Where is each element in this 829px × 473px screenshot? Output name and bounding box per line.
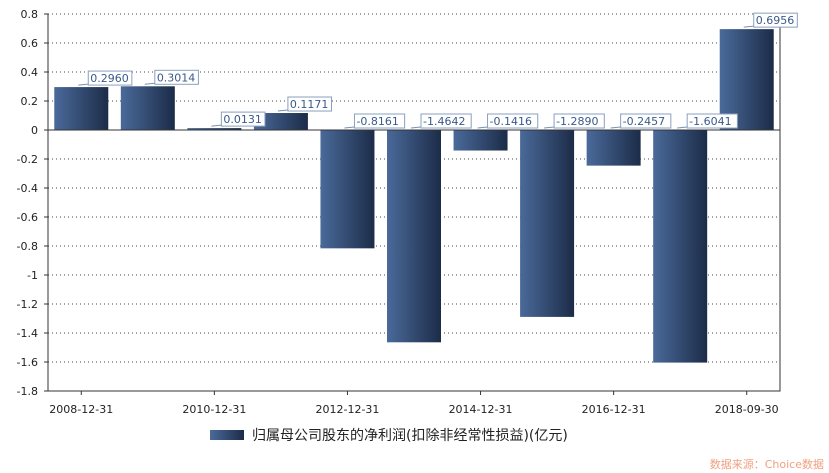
data-label-box <box>87 70 133 86</box>
bar <box>387 130 441 343</box>
x-tick-label: 2016-12-31 <box>582 403 646 416</box>
bar <box>653 130 708 363</box>
y-tick-label: -1 <box>27 269 38 282</box>
bar <box>253 113 308 130</box>
data-label-box <box>154 69 199 85</box>
data-label: -1.2890 <box>556 115 598 128</box>
legend-label: 归属母公司股东的净利润(扣除非经常性损益)(亿元) <box>252 427 568 444</box>
data-label: -0.1416 <box>490 115 532 128</box>
y-tick-label: 0.6 <box>21 37 39 50</box>
data-label-leader <box>211 124 222 127</box>
bar <box>586 130 641 166</box>
y-tick-label: -0.8 <box>17 240 38 253</box>
data-label-box <box>287 96 333 112</box>
data-label-leader <box>610 126 621 129</box>
bar <box>453 130 508 151</box>
y-tick-label: -0.2 <box>17 153 38 166</box>
data-label-leader <box>544 126 555 129</box>
bar <box>520 130 575 317</box>
bar <box>54 87 109 130</box>
bar <box>320 130 375 249</box>
data-label-box <box>220 111 266 127</box>
data-label-leader <box>743 25 754 28</box>
y-tick-label: 0.8 <box>21 8 39 21</box>
axes: 0.8 0.6 0.4 0.2 0 -0.2 -0.4 -0.6 -0.8 -1 -1.2 -1.4 -… <box>17 8 781 416</box>
x-tick-label: 2012-12-31 <box>315 403 379 416</box>
data-label: 0.1171 <box>290 98 329 111</box>
data-label-box <box>686 113 738 129</box>
bar <box>120 86 175 130</box>
legend-swatch <box>210 430 244 440</box>
bar <box>719 29 774 130</box>
data-label-leader <box>677 126 688 129</box>
x-tick-label: 2010-12-31 <box>182 403 246 416</box>
data-label: 0.3014 <box>157 71 196 84</box>
y-tick-label: -1.2 <box>17 298 38 311</box>
data-label-leader <box>477 126 488 129</box>
x-tick-label: 2014-12-31 <box>449 403 513 416</box>
data-label: -1.4642 <box>423 115 465 128</box>
data-label-box <box>420 113 472 129</box>
data-label-box <box>553 113 605 129</box>
y-tick-label: 0.2 <box>21 95 39 108</box>
data-label-box <box>353 113 406 129</box>
data-label-box <box>753 12 798 28</box>
x-tick-label: 2008-12-31 <box>49 403 113 416</box>
plot-frame <box>47 14 781 392</box>
data-label-box <box>620 113 672 129</box>
y-tick-label: -1.4 <box>17 327 38 340</box>
bar <box>187 128 242 130</box>
x-tick-label: 2018-09-30 <box>715 403 779 416</box>
data-label-box <box>487 113 539 129</box>
y-tick-label: 0.4 <box>21 66 39 79</box>
data-label: -1.6041 <box>689 115 731 128</box>
y-tick-label: -0.6 <box>17 211 38 224</box>
watermark: 数据来源：Choice数据 <box>710 457 824 471</box>
data-label: -0.8161 <box>356 115 398 128</box>
data-label-leader <box>410 126 422 129</box>
data-label: -0.2457 <box>623 115 665 128</box>
data-label-leader <box>78 83 89 86</box>
y-tick-label: -0.4 <box>17 182 38 195</box>
data-label-leader <box>144 82 155 85</box>
legend: 归属母公司股东的净利润(扣除非经常性损益)(亿元) <box>210 427 568 444</box>
data-label-leader <box>344 126 355 129</box>
y-tick-label: -1.6 <box>17 356 38 369</box>
data-label: 0.0131 <box>223 113 262 126</box>
y-tick-label: -1.8 <box>17 385 38 398</box>
data-label: 0.2960 <box>90 72 129 85</box>
y-tick-label: 0 <box>31 124 38 137</box>
bars <box>54 29 774 363</box>
data-label: 0.6956 <box>756 14 795 27</box>
data-label-leader <box>277 109 288 112</box>
data-labels: 0.2960 0.3014 0.0131 0.1171 -0.8161 -1.4642 -0… <box>78 12 798 129</box>
